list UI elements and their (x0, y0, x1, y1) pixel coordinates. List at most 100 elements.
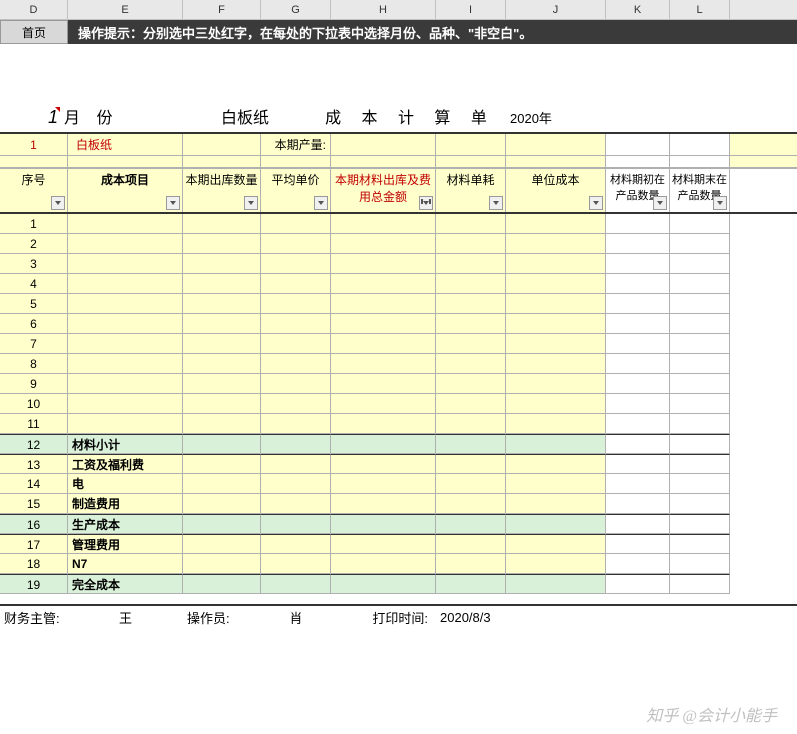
cell-i[interactable] (436, 474, 506, 494)
cell-f[interactable] (183, 494, 261, 514)
cell-h[interactable] (331, 494, 436, 514)
cell-k[interactable] (606, 434, 670, 454)
info-blank[interactable] (183, 134, 261, 156)
cell-l[interactable] (670, 314, 730, 334)
cell-l[interactable] (670, 454, 730, 474)
cell-e[interactable]: 管理费用 (68, 534, 183, 554)
cell-e[interactable]: 工资及福利费 (68, 454, 183, 474)
cell-l[interactable] (670, 434, 730, 454)
cell-e[interactable]: 制造费用 (68, 494, 183, 514)
cell-k[interactable] (606, 354, 670, 374)
cell-g[interactable] (261, 574, 331, 594)
cell-d[interactable]: 12 (0, 434, 68, 454)
cell-j[interactable] (506, 234, 606, 254)
cell-l[interactable] (670, 514, 730, 534)
cell-e[interactable] (68, 374, 183, 394)
info-product[interactable]: 白板纸 (68, 134, 183, 156)
filter-btn-begwip[interactable] (653, 196, 667, 210)
cell-h[interactable] (331, 414, 436, 434)
cell-j[interactable] (506, 314, 606, 334)
cell-k[interactable] (606, 274, 670, 294)
cell-f[interactable] (183, 254, 261, 274)
cell-e[interactable]: N7 (68, 554, 183, 574)
cell-j[interactable] (506, 394, 606, 414)
info-j[interactable] (506, 134, 606, 155)
cell-l[interactable] (670, 494, 730, 514)
col-header-k[interactable]: K (606, 0, 670, 19)
cell-g[interactable] (261, 274, 331, 294)
cell-g[interactable] (261, 454, 331, 474)
cell-f[interactable] (183, 574, 261, 594)
cell-i[interactable] (436, 214, 506, 234)
cell-f[interactable] (183, 514, 261, 534)
cell-g[interactable] (261, 394, 331, 414)
cell-f[interactable] (183, 394, 261, 414)
cell-j[interactable] (506, 294, 606, 314)
cell-k[interactable] (606, 494, 670, 514)
cell-f[interactable] (183, 554, 261, 574)
cell-j[interactable] (506, 434, 606, 454)
cell-f[interactable] (183, 414, 261, 434)
filter-btn-amount[interactable] (419, 196, 433, 210)
cell-d[interactable]: 2 (0, 234, 68, 254)
cell-l[interactable] (670, 534, 730, 554)
info-k[interactable] (606, 134, 670, 155)
cell-h[interactable] (331, 474, 436, 494)
cell-g[interactable] (261, 234, 331, 254)
cell-i[interactable] (436, 394, 506, 414)
cell-h[interactable] (331, 314, 436, 334)
cell-k[interactable] (606, 454, 670, 474)
filter-btn-outqty[interactable] (244, 196, 258, 210)
cell-l[interactable] (670, 234, 730, 254)
cell-g[interactable] (261, 434, 331, 454)
cell-g[interactable] (261, 494, 331, 514)
cell-k[interactable] (606, 294, 670, 314)
cell-k[interactable] (606, 554, 670, 574)
cell-d[interactable]: 10 (0, 394, 68, 414)
cell-d[interactable]: 19 (0, 574, 68, 594)
cell-g[interactable] (261, 374, 331, 394)
cell-d[interactable]: 5 (0, 294, 68, 314)
cell-k[interactable] (606, 574, 670, 594)
cell-l[interactable] (670, 414, 730, 434)
cell-e[interactable] (68, 254, 183, 274)
cell-l[interactable] (670, 214, 730, 234)
cell-j[interactable] (506, 354, 606, 374)
cell-k[interactable] (606, 514, 670, 534)
cell-d[interactable]: 14 (0, 474, 68, 494)
cell-g[interactable] (261, 214, 331, 234)
cell-f[interactable] (183, 334, 261, 354)
cell-k[interactable] (606, 214, 670, 234)
cell-h[interactable] (331, 214, 436, 234)
filter-btn-item[interactable] (166, 196, 180, 210)
info-i[interactable] (436, 134, 506, 155)
cell-l[interactable] (670, 334, 730, 354)
cell-e[interactable] (68, 294, 183, 314)
cell-l[interactable] (670, 474, 730, 494)
month-number[interactable]: 1 (0, 107, 60, 128)
cell-g[interactable] (261, 474, 331, 494)
cell-i[interactable] (436, 554, 506, 574)
cell-e[interactable] (68, 334, 183, 354)
cell-f[interactable] (183, 454, 261, 474)
cell-d[interactable]: 6 (0, 314, 68, 334)
cell-h[interactable] (331, 454, 436, 474)
cell-j[interactable] (506, 514, 606, 534)
cell-f[interactable] (183, 294, 261, 314)
col-header-e[interactable]: E (68, 0, 183, 19)
col-header-i[interactable]: I (436, 0, 506, 19)
cell-h[interactable] (331, 234, 436, 254)
cell-j[interactable] (506, 374, 606, 394)
cell-i[interactable] (436, 434, 506, 454)
cell-g[interactable] (261, 334, 331, 354)
cell-h[interactable] (331, 554, 436, 574)
cell-e[interactable]: 材料小计 (68, 434, 183, 454)
cell-d[interactable]: 11 (0, 414, 68, 434)
cell-j[interactable] (506, 554, 606, 574)
col-header-h[interactable]: H (331, 0, 436, 19)
cell-k[interactable] (606, 374, 670, 394)
cell-g[interactable] (261, 354, 331, 374)
info-l[interactable] (670, 134, 730, 155)
cell-d[interactable]: 1 (0, 214, 68, 234)
cell-h[interactable] (331, 274, 436, 294)
